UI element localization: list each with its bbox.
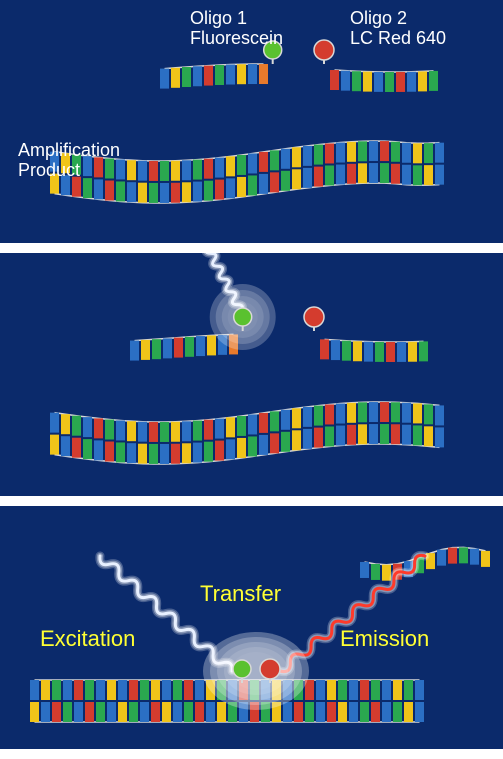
excitation-label: Excitation — [40, 626, 135, 652]
amplification-product-label: Amplification Product — [18, 140, 120, 180]
panel-3-fret-transfer: Excitation Transfer Emission — [0, 506, 503, 749]
oligo1-label: Oligo 1 Fluorescein — [190, 8, 283, 48]
oligo2-label: Oligo 2 LC Red 640 — [350, 8, 446, 48]
panel-2-excitation-only — [0, 253, 503, 496]
emission-label: Emission — [340, 626, 429, 652]
panel-1-probes-and-template: Oligo 1 Fluorescein Oligo 2 LC Red 640 A… — [0, 0, 503, 243]
transfer-label: Transfer — [200, 581, 281, 607]
panel-2-svg — [0, 253, 503, 496]
